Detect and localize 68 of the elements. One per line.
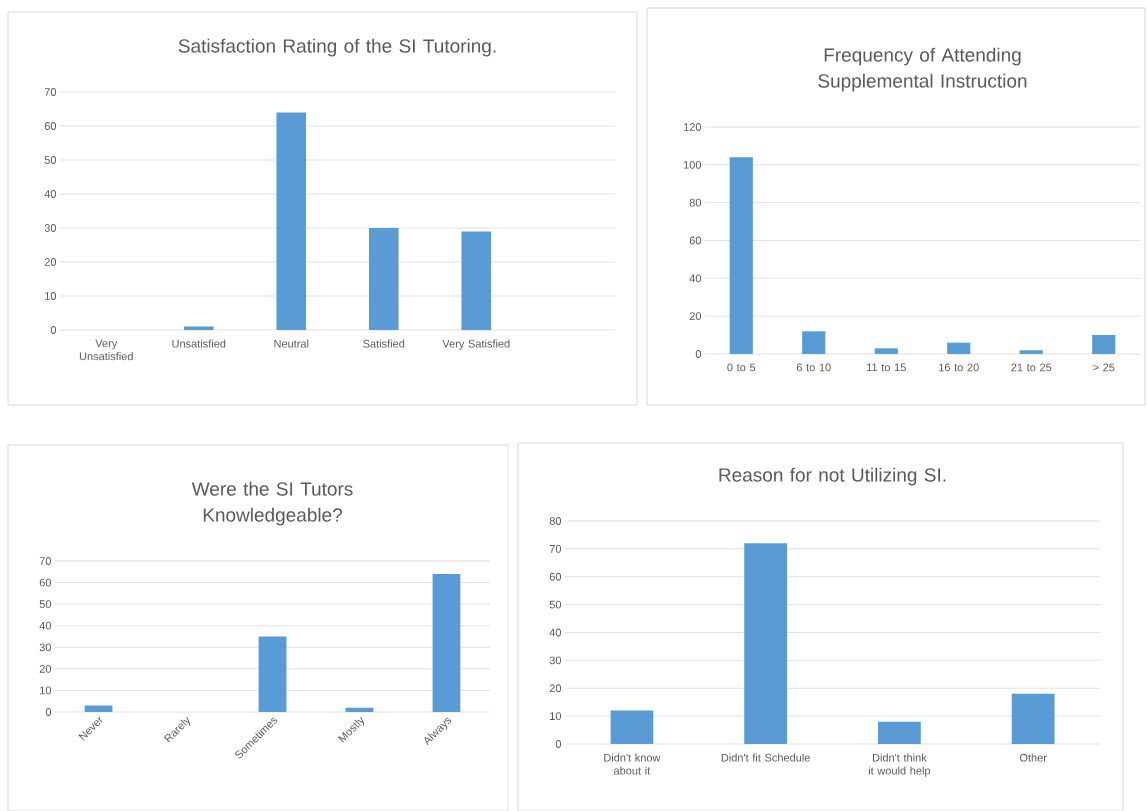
y-tick-label: 120 [683, 122, 702, 131]
chart-title: Satisfaction Rating of the SI Tutoring. [178, 38, 496, 57]
x-tick-label: Didn't fit Schedule [721, 753, 810, 762]
x-tick-label: Very Unsatisfied [79, 339, 133, 361]
y-tick-label: 80 [549, 516, 562, 525]
y-tick-label: 30 [44, 223, 57, 232]
y-tick-label: 60 [44, 121, 57, 130]
bar [729, 157, 753, 354]
y-tick-label: 40 [39, 621, 52, 630]
y-tick-label: 50 [39, 600, 52, 608]
y-tick-label: 20 [549, 684, 562, 692]
y-tick-label: 10 [550, 712, 562, 720]
x-tick-label: Satisfied [363, 339, 405, 348]
y-tick-label: 40 [689, 274, 702, 283]
y-tick-label: 20 [689, 312, 702, 320]
y-tick-label: 40 [44, 189, 57, 198]
bar [276, 112, 307, 330]
y-tick-label: 80 [689, 198, 702, 207]
x-tick-label: Very Satisfied [442, 339, 510, 350]
y-tick-label: 70 [39, 556, 52, 565]
chart-title: Were the SI Tutors Knowledgeable? [191, 481, 353, 526]
y-tick-label: 20 [44, 257, 57, 266]
y-tick-label: 60 [39, 578, 52, 587]
x-tick-label: > 25 [1093, 363, 1115, 372]
y-tick-label: 50 [44, 155, 57, 164]
y-tick-label: 0 [695, 349, 702, 358]
y-tick-label: 0 [50, 325, 57, 334]
bar [84, 705, 113, 712]
x-tick-label: 0 to 5 [727, 363, 756, 372]
bar [744, 543, 788, 744]
chart-title: Reason for not Utilizing SI. [719, 467, 946, 486]
bar [947, 342, 971, 354]
x-tick-label: 11 to 15 [867, 363, 906, 372]
y-tick-label: 30 [549, 656, 562, 665]
x-tick-label: 6 to 10 [796, 363, 831, 372]
bar [1092, 334, 1116, 354]
x-tick-label: Other [1019, 753, 1047, 762]
y-tick-label: 10 [40, 686, 52, 695]
bar [877, 721, 921, 744]
bar [1019, 350, 1043, 354]
bar [368, 227, 399, 330]
y-tick-label: 20 [39, 664, 52, 673]
x-tick-label: Unsatisfied [172, 339, 226, 348]
bar [802, 331, 826, 354]
y-tick-label: 60 [689, 236, 702, 245]
y-tick-label: 50 [549, 600, 562, 609]
bar [874, 348, 898, 354]
y-tick-label: 0 [45, 707, 52, 716]
bar [432, 573, 461, 712]
x-tick-label: 16 to 20 [939, 363, 979, 372]
y-tick-label: 0 [555, 739, 562, 748]
bar [461, 231, 492, 330]
x-tick-label: Didn't know about it [604, 753, 661, 775]
y-tick-label: 60 [549, 572, 562, 581]
chart-title: Frequency of Attending Supplemental Instruction [818, 47, 1027, 92]
x-tick-label: Didn't think it would help [868, 753, 931, 777]
bar [258, 636, 287, 712]
y-tick-label: 40 [549, 628, 562, 637]
x-tick-label: 21 to 25 [1011, 363, 1052, 372]
bar [610, 710, 654, 744]
y-tick-label: 10 [45, 291, 57, 300]
x-tick-label: Neutral [274, 339, 309, 348]
y-tick-label: 70 [549, 544, 562, 553]
y-tick-label: 70 [44, 87, 57, 96]
bar [1011, 693, 1055, 744]
y-tick-label: 100 [683, 160, 702, 169]
bar [345, 707, 374, 712]
y-tick-label: 30 [39, 643, 52, 651]
